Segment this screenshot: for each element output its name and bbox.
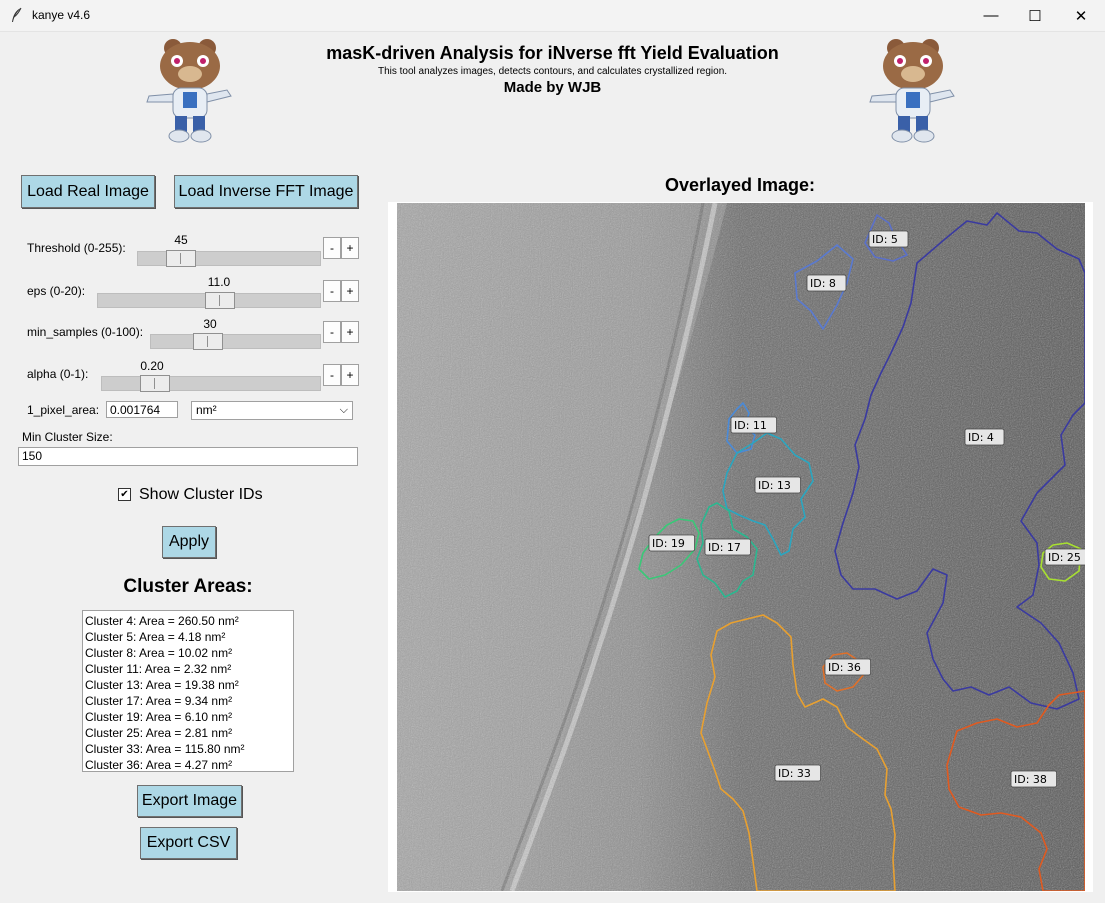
alpha-decrement-button[interactable]: - — [323, 364, 341, 386]
min-samples-decrement-button[interactable]: - — [323, 321, 341, 343]
cluster-label-box — [964, 428, 1005, 446]
cluster-label-box — [1044, 548, 1085, 566]
alpha-increment-button[interactable]: + — [341, 364, 359, 386]
minimize-button[interactable]: — — [968, 0, 1014, 31]
chevron-down-icon: ⌵ — [339, 404, 348, 416]
app-subtitle: This tool analyzes images, detects conto… — [377, 66, 728, 77]
cluster-outline — [946, 690, 1085, 891]
cluster-outline — [722, 432, 814, 556]
cluster-label-box — [806, 274, 847, 292]
close-icon: ✕ — [1074, 7, 1088, 25]
min-samples-label: min_samples (0-100): — [27, 325, 144, 339]
min-samples-slider-thumb[interactable] — [193, 333, 223, 350]
alpha-slider[interactable] — [101, 375, 321, 392]
cluster-areas-heading: Cluster Areas: — [123, 576, 253, 597]
maximize-icon: ☐ — [1028, 7, 1042, 25]
bear-mascot-icon — [146, 39, 232, 143]
min-samples-slider[interactable] — [150, 333, 321, 350]
cluster-areas-list[interactable]: Cluster 4: Area = 260.50 nm² Cluster 5: … — [82, 610, 294, 772]
unit-dropdown-value: nm² — [196, 403, 217, 417]
apply-button[interactable]: Apply — [162, 526, 216, 558]
cluster-outline — [700, 614, 896, 891]
cluster-outline — [834, 212, 1085, 710]
export-image-button[interactable]: Export Image — [137, 785, 242, 817]
cluster-id-label: ID: 13 — [758, 479, 791, 492]
cluster-label-box — [774, 764, 821, 782]
alpha-label: alpha (0-1): — [27, 367, 89, 381]
export-csv-button[interactable]: Export CSV — [140, 827, 237, 859]
threshold-slider[interactable] — [137, 250, 321, 267]
list-item[interactable]: Cluster 36: Area = 4.27 nm² — [85, 758, 233, 772]
eps-slider[interactable] — [97, 292, 321, 309]
min-cluster-size-label: Min Cluster Size: — [22, 430, 113, 444]
eps-slider-thumb[interactable] — [205, 292, 235, 309]
cluster-outline — [638, 518, 700, 580]
unit-dropdown[interactable]: nm² ⌵ — [191, 401, 353, 420]
cluster-label-box — [824, 658, 871, 676]
cluster-id-label: ID: 8 — [810, 277, 836, 290]
list-item[interactable]: Cluster 25: Area = 2.81 nm² — [85, 726, 233, 740]
cluster-outline — [696, 502, 758, 598]
list-item[interactable]: Cluster 5: Area = 4.18 nm² — [85, 630, 226, 644]
pixel-area-label: 1_pixel_area: — [27, 403, 100, 417]
bear-mascot-icon — [869, 39, 955, 143]
list-item[interactable]: Cluster 17: Area = 9.34 nm² — [85, 694, 233, 708]
load-real-image-button[interactable]: Load Real Image — [21, 175, 155, 208]
list-item[interactable]: Cluster 13: Area = 19.38 nm² — [85, 678, 239, 692]
cluster-id-label: ID: 11 — [734, 419, 767, 432]
alpha-slider-thumb[interactable] — [140, 375, 170, 392]
cluster-id-label: ID: 38 — [1014, 773, 1047, 786]
show-cluster-ids-label[interactable]: Show Cluster IDs — [139, 486, 263, 503]
close-button[interactable]: ✕ — [1058, 0, 1104, 31]
list-item[interactable]: Cluster 8: Area = 10.02 nm² — [85, 646, 233, 660]
overlay-heading: Overlayed Image: — [664, 175, 816, 195]
cluster-id-label: ID: 36 — [828, 661, 861, 674]
cluster-label-box — [868, 230, 909, 248]
cluster-id-label: ID: 17 — [708, 541, 741, 554]
threshold-label: Threshold (0-255): — [27, 241, 126, 255]
cluster-label-box — [648, 534, 695, 552]
alpha-value: 0.20 — [140, 359, 164, 373]
minimize-icon: — — [983, 7, 999, 24]
eps-label: eps (0-20): — [27, 284, 86, 298]
eps-value: 11.0 — [207, 275, 231, 289]
list-item[interactable]: Cluster 19: Area = 6.10 nm² — [85, 710, 233, 724]
min-samples-increment-button[interactable]: + — [341, 321, 359, 343]
show-cluster-ids-checkbox[interactable]: ✔ — [118, 488, 131, 501]
threshold-increment-button[interactable]: + — [341, 237, 359, 259]
maximize-button[interactable]: ☐ — [1012, 0, 1058, 31]
eps-increment-button[interactable]: + — [341, 280, 359, 302]
app-heading: masK-driven Analysis for iNverse fft Yie… — [326, 43, 779, 63]
cluster-outline — [1040, 542, 1082, 582]
title-bar: kanye v4.6 — ☐ ✕ — [0, 0, 1105, 32]
threshold-slider-thumb[interactable] — [166, 250, 196, 267]
list-item[interactable]: Cluster 33: Area = 115.80 nm² — [85, 742, 245, 756]
window-title: kanye v4.6 — [32, 8, 91, 22]
app-credit: Made by WJB — [503, 79, 602, 96]
eps-decrement-button[interactable]: - — [323, 280, 341, 302]
cluster-id-label: ID: 5 — [872, 233, 898, 246]
list-item[interactable]: Cluster 11: Area = 2.32 nm² — [85, 662, 232, 676]
threshold-value: 45 — [174, 233, 188, 247]
cluster-label-box — [754, 476, 801, 494]
list-item[interactable]: Cluster 4: Area = 260.50 nm² — [85, 614, 239, 628]
cluster-id-label: ID: 25 — [1048, 551, 1081, 564]
min-samples-value: 30 — [203, 317, 217, 331]
cluster-id-label: ID: 4 — [968, 431, 994, 444]
tem-micrograph: ID: 5 ID: 8 ID: 4 ID: 11 ID: 13 ID: 19 ID: 17 I… — [397, 203, 1085, 891]
cluster-id-label: ID: 33 — [778, 767, 811, 780]
min-cluster-size-input[interactable]: 150 — [18, 447, 358, 466]
feather-icon — [12, 7, 22, 22]
pixel-area-input[interactable]: 0.001764 — [106, 401, 178, 418]
cluster-label-box — [704, 538, 751, 556]
load-inverse-fft-button[interactable]: Load Inverse FFT Image — [174, 175, 358, 208]
cluster-outline — [794, 244, 854, 330]
cluster-label-box — [1010, 770, 1057, 788]
cluster-label-box — [730, 416, 777, 434]
cluster-id-label: ID: 19 — [652, 537, 685, 550]
overlay-canvas[interactable]: ID: 5 ID: 8 ID: 4 ID: 11 ID: 13 ID: 19 ID: 17 I… — [388, 202, 1093, 892]
threshold-decrement-button[interactable]: - — [323, 237, 341, 259]
